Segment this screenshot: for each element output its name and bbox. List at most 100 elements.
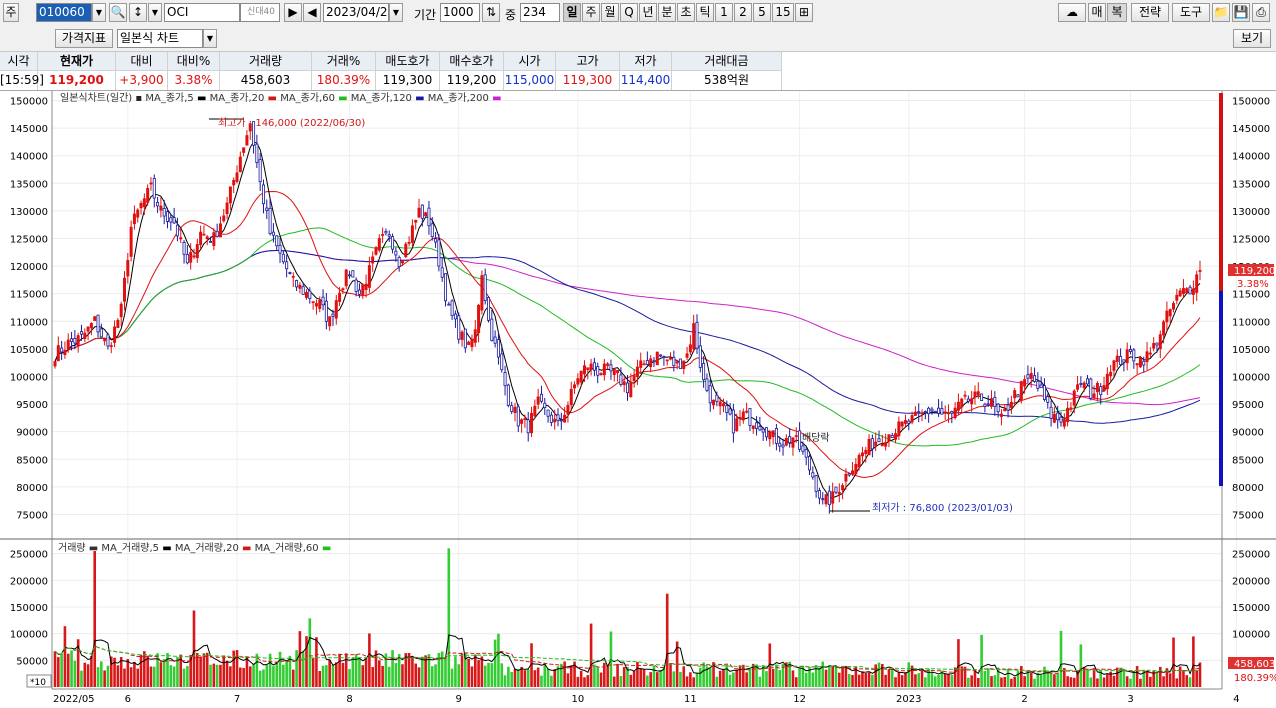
candle-body	[692, 323, 696, 350]
candle-body	[606, 363, 610, 366]
candle-body	[735, 418, 739, 432]
volume-bar	[387, 666, 391, 687]
volume-bar	[1135, 666, 1139, 687]
volume-bar	[477, 660, 480, 687]
mode-button[interactable]: 주	[3, 3, 19, 22]
candle-body	[1085, 378, 1089, 385]
folder-icon[interactable]: 📁	[1212, 3, 1230, 22]
candle-body	[582, 365, 586, 375]
volume-bar	[1158, 666, 1162, 687]
save-icon[interactable]: 💾	[1232, 3, 1250, 22]
volume-bar	[1145, 670, 1149, 687]
volume-bar	[725, 664, 729, 687]
candle-body	[457, 315, 461, 340]
print-icon[interactable]: ⎙	[1252, 3, 1270, 22]
candle-body	[715, 394, 719, 402]
stock-name-field[interactable]: OCI	[164, 3, 240, 22]
timeframe-11-button[interactable]: 5	[753, 3, 771, 22]
period-input[interactable]: 1000	[440, 3, 480, 22]
candle-body	[738, 416, 742, 419]
candle-body	[639, 360, 643, 368]
price-tick-right-15: 145000	[1232, 124, 1270, 135]
candle-body	[437, 239, 441, 267]
timeframe-7-button[interactable]: 초	[677, 3, 695, 22]
volume-bar	[397, 654, 401, 687]
timeframe-6-button[interactable]: 분	[658, 3, 676, 22]
credit-badge: 신대40	[240, 3, 280, 22]
chart-type-dropdown-icon[interactable]: ▼	[203, 29, 217, 48]
price-tick-left-13: 135000	[10, 179, 48, 190]
duplicate-button[interactable]: 복	[1107, 3, 1127, 22]
candle-body	[586, 367, 590, 370]
volume-bar	[1082, 666, 1086, 687]
volume-bar	[464, 652, 467, 687]
candle-body	[1109, 371, 1113, 377]
timeframe-9-button[interactable]: 1	[715, 3, 733, 22]
candle-body	[179, 237, 183, 240]
candle-body	[1125, 349, 1129, 364]
candle-body	[874, 441, 878, 447]
stock-code-input[interactable]: 010060	[36, 3, 92, 22]
volume-bar	[1010, 678, 1013, 687]
volume-bar	[1039, 675, 1043, 687]
count-input[interactable]: 234	[520, 3, 560, 22]
quote-value-1: [15:59]	[0, 71, 44, 90]
volume-bar	[890, 669, 894, 687]
volume-bar	[103, 670, 106, 687]
candle-body	[798, 430, 802, 450]
list-dropdown-icon[interactable]: ▼	[148, 3, 162, 22]
search-icon[interactable]: 🔍	[109, 3, 127, 22]
chart-settings-icon[interactable]: ⊞	[795, 3, 813, 22]
timeframe-12-button[interactable]: 15	[772, 3, 794, 22]
volume-bar	[444, 657, 447, 687]
trade-button[interactable]: 매	[1088, 3, 1106, 22]
view-button[interactable]: 보기	[1233, 29, 1271, 48]
quote-value-4: 3.38%	[168, 71, 220, 90]
code-dropdown-icon[interactable]: ▼	[92, 3, 106, 22]
timeframe-1-button[interactable]: 일	[563, 3, 581, 22]
volume-bar	[569, 665, 573, 687]
price-tick-right-8: 110000	[1232, 317, 1270, 328]
quote-header-4: 대비%	[168, 52, 220, 71]
timeframe-5-button[interactable]: 년	[639, 3, 657, 22]
candle-body	[980, 393, 984, 401]
volume-bar	[993, 675, 997, 687]
price-tick-left-3: 85000	[16, 455, 48, 466]
cloud-icon[interactable]: ☁	[1058, 3, 1086, 22]
candle-body	[235, 172, 239, 182]
candle-body	[305, 292, 309, 298]
candle-body	[708, 385, 712, 404]
timeframe-3-button[interactable]: 월	[601, 3, 619, 22]
timeframe-4-button[interactable]: Q	[620, 3, 638, 22]
date-dropdown-icon[interactable]: ▼	[389, 3, 403, 22]
indicator-button[interactable]: 가격지표	[55, 29, 113, 48]
timeframe-2-button[interactable]: 주	[582, 3, 600, 22]
next-stock-icon[interactable]: ▶	[284, 3, 302, 22]
candle-body	[295, 280, 299, 288]
volume-bar	[325, 665, 328, 687]
candle-body	[258, 159, 262, 183]
price-tick-left-12: 130000	[10, 207, 48, 218]
candle-body	[857, 454, 861, 468]
prev-stock-icon[interactable]: ◀	[303, 3, 321, 22]
sort-icon[interactable]: ↕	[129, 3, 147, 22]
price-legend-item-6: MA_종가,200	[428, 92, 492, 104]
candle-body	[728, 408, 732, 415]
timeframe-10-button[interactable]: 2	[734, 3, 752, 22]
tools-button[interactable]: 도구	[1172, 3, 1210, 22]
count-label: 중	[505, 8, 517, 22]
spinner-icon[interactable]: ⇅	[482, 3, 500, 22]
candle-body	[652, 360, 656, 363]
candle-body	[463, 328, 467, 349]
volume-bar	[354, 654, 358, 687]
strategy-button[interactable]: 전략	[1131, 3, 1169, 22]
candle-body	[450, 300, 454, 317]
volume-bar	[1056, 673, 1060, 687]
timeframe-8-button[interactable]: 틱	[696, 3, 714, 22]
candle-body	[622, 381, 626, 386]
chart-type-select[interactable]: 일본식 차트	[117, 29, 203, 48]
candle-body	[470, 339, 474, 348]
stock-chart[interactable]: 75000 75000 80000 80000 85000 85000 90000 90000…	[0, 91, 1276, 708]
volume-bar	[794, 677, 798, 687]
date-field[interactable]: 2023/04/21	[323, 3, 389, 22]
